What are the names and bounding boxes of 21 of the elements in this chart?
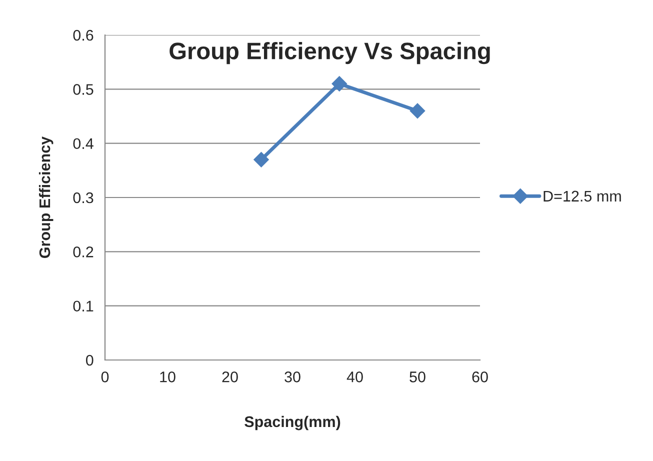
y-tick-label: 0.1 [73, 300, 94, 312]
y-tick-label: 0.2 [73, 246, 94, 258]
y-tick-label: 0.6 [73, 30, 94, 41]
y-tick-label: 0.3 [73, 192, 94, 204]
x-tick-label: 20 [222, 372, 238, 382]
point [410, 103, 426, 118]
y-tick-label: 0 [86, 354, 94, 366]
point [254, 152, 269, 168]
x-tick-label: 50 [410, 372, 426, 382]
x-tick-label: 60 [472, 372, 488, 382]
y-tick-label: 0.5 [73, 84, 94, 95]
point [332, 76, 347, 92]
y-tick-label: 0.4 [73, 138, 94, 150]
legend-label: D=12.5 mm [544, 190, 621, 202]
x-tick-label: 30 [284, 372, 300, 382]
x-tick-label: 10 [160, 372, 176, 382]
x-tick-label: 40 [346, 372, 363, 382]
x-axis-title: Spacing(mm) [244, 416, 340, 430]
y-axis-title: Group Efficiency [38, 136, 54, 258]
chart-title: Group Efficiency Vs Spacing [170, 42, 490, 64]
x-tick-label: 0 [101, 372, 109, 382]
